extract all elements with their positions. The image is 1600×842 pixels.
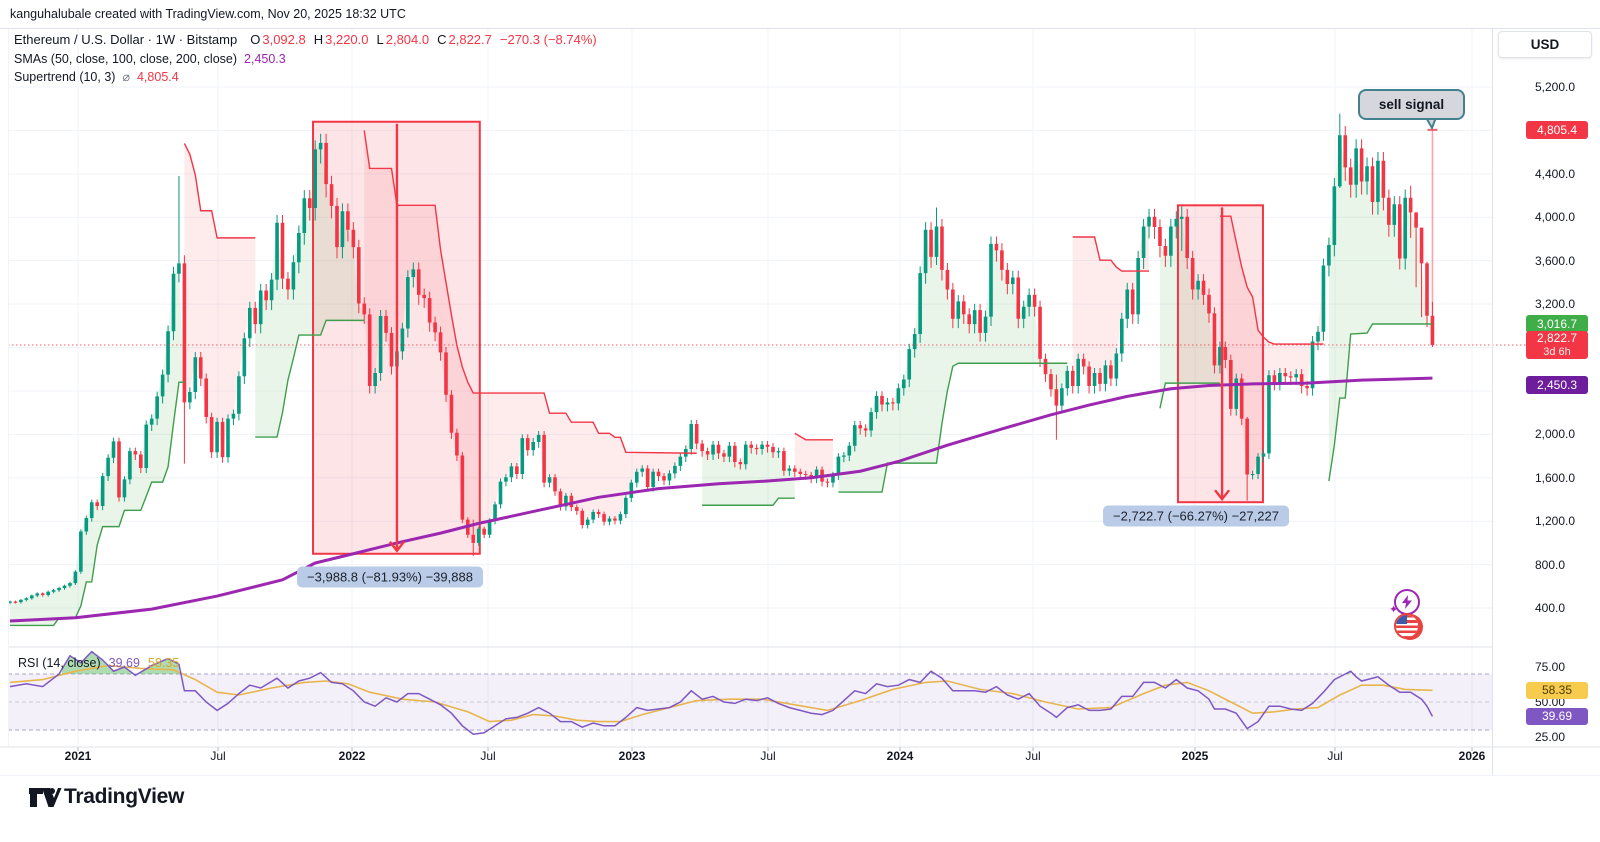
last-price-badge: 2,822.7 3d 6h bbox=[1526, 331, 1588, 360]
tradingview-logo-text[interactable]: TradingView bbox=[64, 785, 185, 808]
rsi-tick-label: 75.00 bbox=[1535, 660, 1566, 674]
time-tick-label: Jul bbox=[1327, 749, 1343, 763]
supertrend-price-badge: 4,805.4 bbox=[1526, 120, 1588, 139]
price-tick-label: 1,200.0 bbox=[1535, 514, 1576, 529]
price-tick-label: 400.0 bbox=[1535, 601, 1566, 616]
low-label: L bbox=[376, 32, 384, 47]
currency-unit-button[interactable]: USD bbox=[1498, 31, 1592, 58]
low-value: 2,804.0 bbox=[385, 32, 430, 47]
sparkle-icon: ✦ bbox=[1389, 604, 1399, 616]
price-range-label-2[interactable]: −2,722.7 (−66.27%) −27,227 bbox=[1103, 505, 1289, 527]
time-tick-label: 2023 bbox=[618, 749, 646, 763]
flag-canton bbox=[1396, 615, 1407, 624]
high-value: 3,220.0 bbox=[325, 32, 369, 47]
rsi-ma-badge: 58.35 bbox=[1526, 681, 1588, 699]
us-flag-coin-icon[interactable] bbox=[1394, 613, 1420, 639]
price-tick-label: 3,200.0 bbox=[1535, 297, 1576, 312]
supertrend-hide-icon[interactable]: ⌀ bbox=[122, 70, 130, 84]
ohlc-values: O 3,092.8 H 3,220.0 L 2,804.0 C 2,822.7 −270… bbox=[244, 32, 597, 48]
symbol-title[interactable]: Ethereum / U.S. Dollar · 1W · Bitstamp bbox=[14, 32, 238, 47]
change-value: −270.3 (−8.74%) bbox=[499, 32, 597, 47]
rsi-ma-value: 58.35 bbox=[147, 656, 180, 670]
rsi-indicator-label[interactable]: RSI (14, close) bbox=[18, 656, 101, 670]
chart-legend: Ethereum / U.S. Dollar · 1W · Bitstamp O… bbox=[14, 32, 597, 85]
supertrend-indicator-label[interactable]: Supertrend (10, 3) bbox=[14, 70, 116, 84]
time-tick-label: 2026 bbox=[1458, 749, 1486, 763]
close-label: C bbox=[437, 32, 447, 47]
time-tick-label: 2025 bbox=[1181, 749, 1209, 763]
rsi-tick-label: 25.00 bbox=[1535, 730, 1566, 744]
sell-signal-callout[interactable]: sell signal bbox=[1358, 89, 1465, 120]
time-tick-label: 2022 bbox=[338, 749, 366, 763]
bar-countdown: 3d 6h bbox=[1543, 346, 1571, 359]
supertrend-support-badge: 3,016.7 bbox=[1526, 315, 1588, 333]
rsi-value-badge: 39.69 bbox=[1526, 707, 1588, 725]
time-tick-label: 2021 bbox=[64, 749, 92, 763]
sma-indicator-value: 2,450.3 bbox=[244, 52, 286, 66]
high-label: H bbox=[313, 32, 324, 47]
price-tick-label: 2,000.0 bbox=[1535, 427, 1576, 442]
time-tick-label: Jul bbox=[210, 749, 226, 763]
sma-price-badge: 2,450.3 bbox=[1526, 376, 1588, 395]
lightning-bolt-glyph bbox=[1402, 595, 1412, 609]
close-value: 2,822.7 bbox=[448, 32, 492, 47]
price-tick-label: 5,200.0 bbox=[1535, 80, 1576, 94]
price-range-label-1[interactable]: −3,988.8 (−81.93%) −39,888 bbox=[297, 566, 483, 588]
sma-indicator-label[interactable]: SMAs (50, close, 100, close, 200, close) bbox=[14, 52, 238, 66]
price-tick-label: 4,400.0 bbox=[1535, 166, 1576, 181]
time-tick-label: Jul bbox=[480, 749, 496, 763]
price-tick-label: 1,600.0 bbox=[1535, 470, 1576, 485]
rsi-legend: RSI (14, close) 39.69 58.35 bbox=[18, 656, 179, 670]
attribution-text: kanguhalubale created with TradingView.c… bbox=[10, 7, 406, 21]
tradingview-logo-icon[interactable] bbox=[28, 787, 62, 808]
supertrend-indicator-value: 4,805.4 bbox=[136, 70, 179, 84]
rsi-value: 39.69 bbox=[108, 656, 140, 670]
open-label: O bbox=[250, 32, 261, 47]
time-tick-label: Jul bbox=[760, 749, 776, 763]
time-tick-label: 2024 bbox=[886, 749, 914, 763]
price-tick-label: 800.0 bbox=[1535, 557, 1566, 572]
time-tick-label: Jul bbox=[1025, 749, 1041, 763]
open-value: 3,092.8 bbox=[262, 32, 306, 47]
price-tick-label: 3,600.0 bbox=[1535, 253, 1576, 268]
price-tick-label: 4,000.0 bbox=[1535, 210, 1576, 225]
